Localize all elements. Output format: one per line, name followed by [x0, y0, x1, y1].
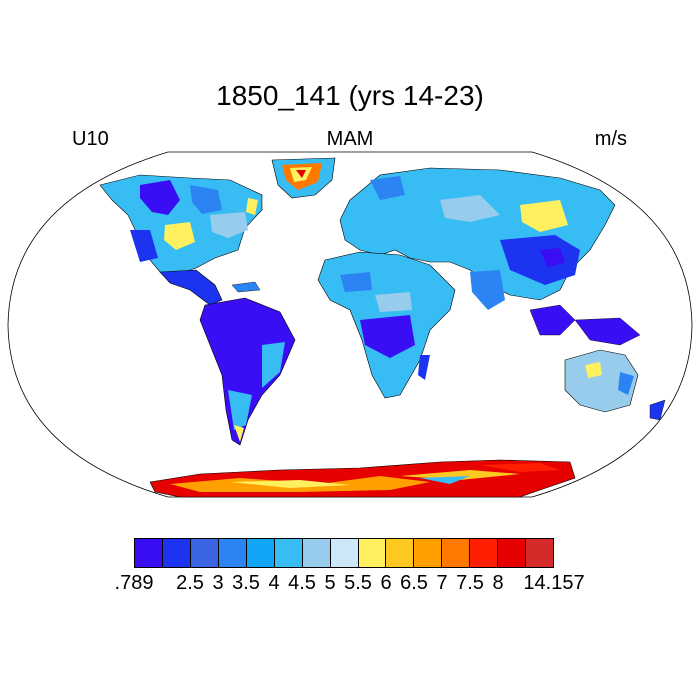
world-map — [7, 151, 693, 498]
colorbar-tick-label: 6 — [380, 572, 392, 594]
australia — [564, 349, 639, 413]
colorbar-box — [442, 539, 471, 567]
africa — [317, 251, 456, 399]
colorbar-box — [330, 539, 359, 567]
maritime-asia — [529, 304, 641, 346]
colorbar-tick-label: 8 — [492, 572, 504, 594]
colorbar — [134, 538, 554, 568]
colorbar-tick-label: 4.5 — [288, 572, 316, 594]
colorbar-tick-label: 7.5 — [456, 572, 484, 594]
colorbar-box — [218, 539, 247, 567]
new-zealand — [649, 399, 666, 421]
colorbar-box — [358, 539, 387, 567]
north-america — [99, 174, 263, 276]
colorbar-tick-label: 2.5 — [176, 572, 204, 594]
colorbar-box — [190, 539, 219, 567]
central-america — [159, 269, 223, 306]
colorbar-box — [526, 539, 554, 567]
season-label: MAM — [326, 128, 374, 150]
colorbar-tick-label: 3 — [212, 572, 224, 594]
colorbar-tick-label: 5.5 — [344, 572, 372, 594]
colorbar-tick-label: 5 — [324, 572, 336, 594]
greenland — [271, 157, 336, 199]
colorbar-box — [162, 539, 191, 567]
colorbar-tick-label: 3.5 — [232, 572, 260, 594]
colorbar-tick-label: 6.5 — [400, 572, 428, 594]
colorbar-tick-label: 14.157 — [523, 572, 585, 594]
eurasia — [339, 167, 616, 310]
colorbar-box — [135, 539, 163, 567]
colorbar-tick-label: .789 — [114, 572, 154, 594]
colorbar-box — [498, 539, 527, 567]
colorbar-box — [302, 539, 331, 567]
plot-title: 1850_141 (yrs 14-23) — [216, 80, 484, 111]
colorbar-box — [386, 539, 415, 567]
units-label: m/s — [594, 128, 627, 150]
variable-label: U10 — [72, 128, 109, 150]
colorbar-tick-label: 4 — [268, 572, 280, 594]
colorbar-box — [274, 539, 303, 567]
colorbar-box — [470, 539, 499, 567]
colorbar-box — [414, 539, 443, 567]
south-america — [199, 297, 296, 446]
antarctica — [149, 459, 576, 498]
colorbar-tick-label: 7 — [436, 572, 448, 594]
colorbar-box — [246, 539, 275, 567]
